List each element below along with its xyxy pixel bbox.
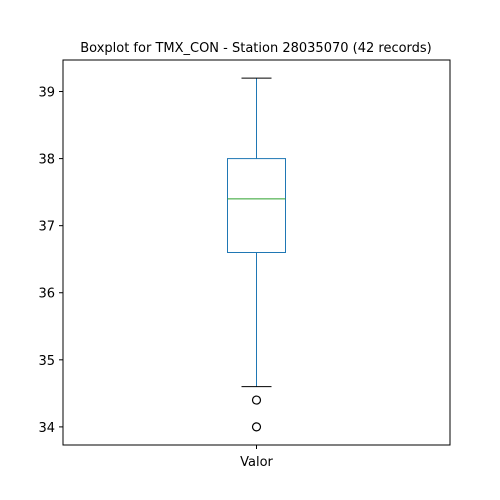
y-axis: 34 35 36 37 38 39 xyxy=(38,86,63,436)
y-tick-label: 35 xyxy=(38,354,55,369)
y-tick-label: 36 xyxy=(38,287,55,302)
y-tick-label: 37 xyxy=(38,220,55,235)
outlier-point xyxy=(251,395,262,405)
plot-area xyxy=(227,77,286,432)
outlier-point xyxy=(251,422,262,432)
x-tick-label: Valor xyxy=(240,455,273,470)
plot-frame xyxy=(62,59,451,446)
x-axis: Valor xyxy=(240,445,274,470)
y-tick-label: 34 xyxy=(38,421,55,436)
iqr-box xyxy=(227,158,286,253)
y-tick-label: 39 xyxy=(38,86,55,101)
y-tick-label: 38 xyxy=(38,153,55,168)
chart-title: Boxplot for TMX_CON - Station 28035070 (… xyxy=(80,41,432,56)
